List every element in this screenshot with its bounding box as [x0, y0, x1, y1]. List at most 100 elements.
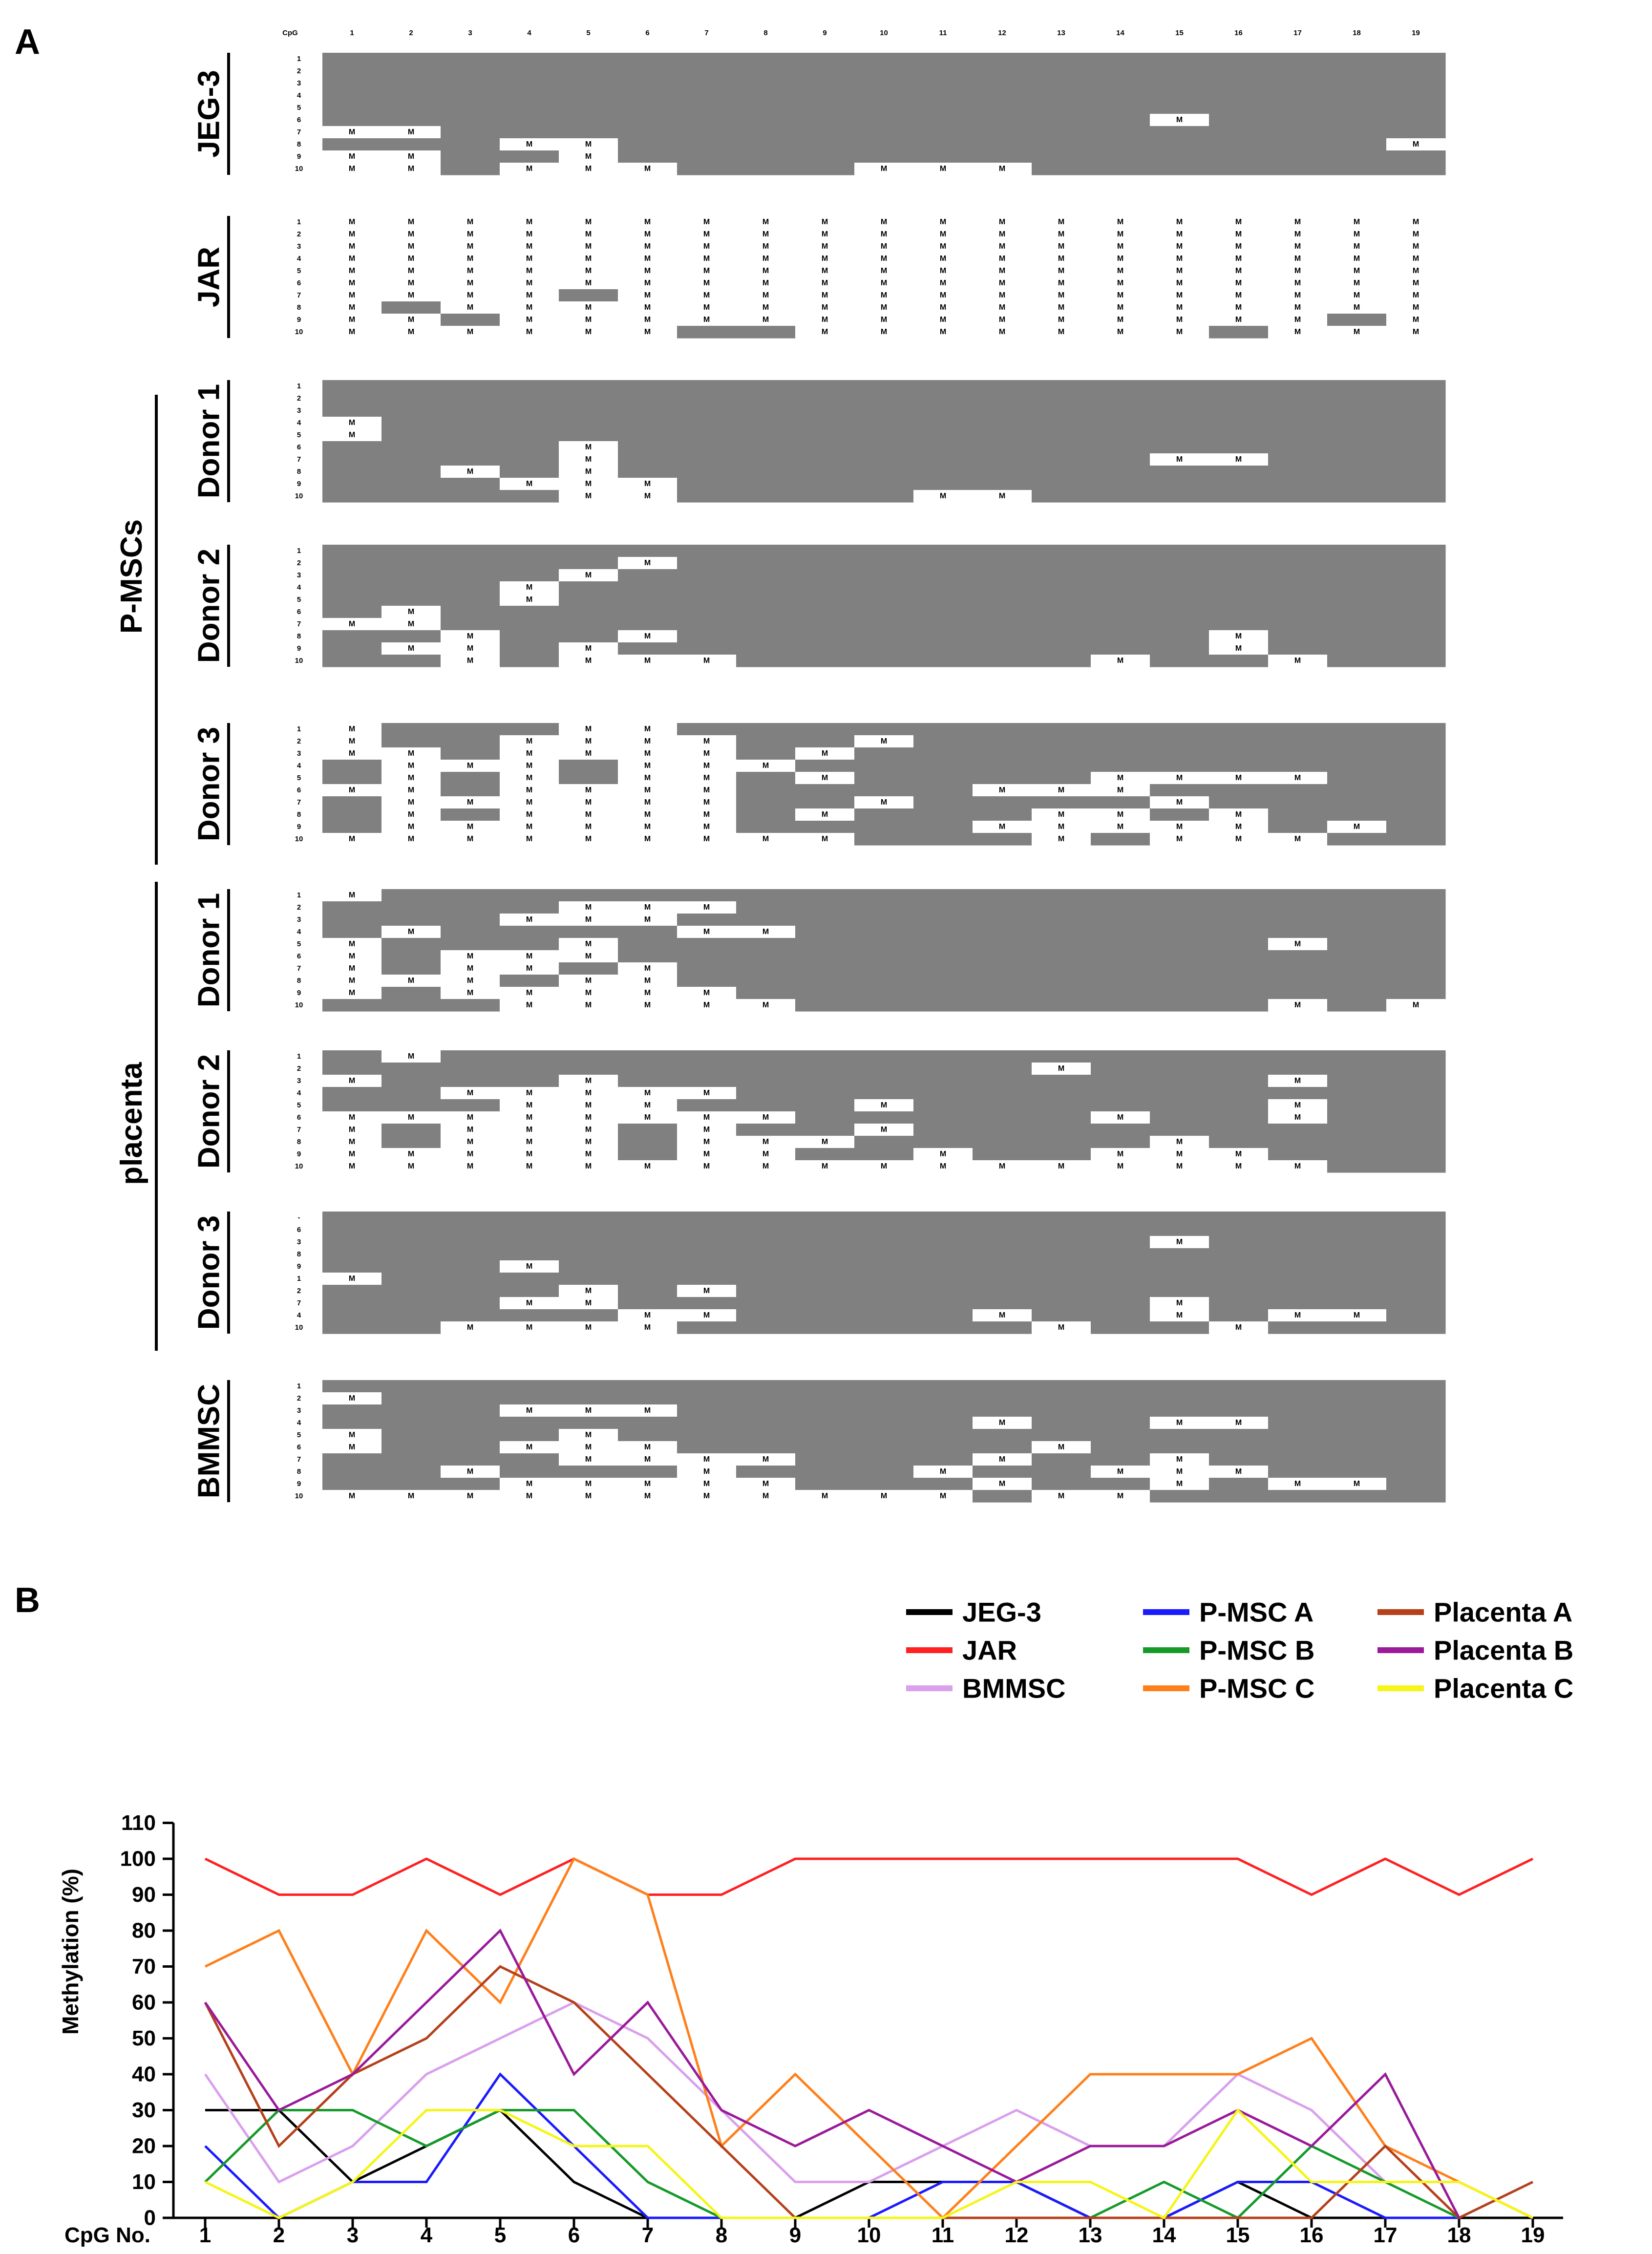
methylated-cell [618, 1309, 677, 1321]
unmethylated-cell [381, 735, 441, 748]
unmethylated-cell [500, 53, 559, 65]
sample-block: BMMSC 12 M3 M M M4 M M M5 M M6 M M M M M7 M M M M M M8 M M M M M M9… [192, 1380, 1446, 1503]
unmethylated-cell [1032, 618, 1091, 631]
unmethylated-cell [1091, 404, 1150, 417]
methylated-cell [1150, 114, 1209, 126]
unmethylated-cell [381, 1429, 441, 1442]
methylated-mark: M [762, 1492, 769, 1500]
methylated-cell [559, 784, 618, 796]
unmethylated-cell [441, 1478, 500, 1490]
methylated-cell [322, 289, 381, 301]
methylated-cell [441, 655, 500, 667]
methylated-cell [381, 277, 441, 289]
unmethylated-cell [1091, 760, 1150, 772]
unmethylated-cell [441, 126, 500, 139]
unmethylated-cell [1091, 1392, 1150, 1405]
methylated-mark: M [1235, 1323, 1242, 1332]
methylated-mark: M [1294, 835, 1301, 843]
panel-a-letter: A [15, 22, 40, 62]
methylated-mark: M [1413, 218, 1419, 226]
unmethylated-cell [1327, 392, 1387, 405]
unmethylated-cell [441, 569, 500, 582]
methylated-mark: M [526, 1113, 532, 1122]
methylated-mark: M [1176, 1419, 1183, 1427]
unmethylated-cell [973, 938, 1032, 951]
clone-number: 3 [297, 749, 301, 758]
x-tick-label: 11 [932, 2223, 954, 2247]
methylated-mark: M [408, 762, 414, 770]
methylated-cell [795, 772, 854, 784]
clone-number: 10 [295, 328, 303, 336]
unmethylated-cell [1209, 1050, 1269, 1063]
methylated-mark: M [585, 1162, 592, 1170]
unmethylated-cell [1386, 1285, 1446, 1297]
unmethylated-cell [1209, 1285, 1269, 1297]
unmethylated-cell [973, 557, 1032, 570]
methylated-cell [559, 950, 618, 962]
unmethylated-cell [677, 53, 737, 65]
methylated-cell [736, 999, 795, 1011]
unmethylated-cell [1150, 760, 1209, 772]
methylated-cell [1150, 1148, 1209, 1160]
methylated-mark: M [822, 218, 828, 226]
methylated-cell [736, 289, 795, 301]
methylated-cell [677, 833, 736, 845]
unmethylated-cell [736, 735, 796, 748]
methylated-cell [618, 1160, 677, 1172]
methylated-mark: M [999, 1455, 1005, 1464]
methylated-cell [559, 1321, 618, 1334]
methylated-cell [559, 1441, 618, 1453]
unmethylated-cell [441, 138, 500, 151]
unmethylated-cell [913, 1063, 973, 1075]
unmethylated-cell [1268, 630, 1328, 643]
methylated-cell [559, 569, 618, 581]
unmethylated-cell [1327, 545, 1387, 557]
clone-number: 10 [295, 1492, 303, 1500]
unmethylated-cell [736, 606, 796, 618]
unmethylated-cell [1209, 150, 1269, 163]
methylated-mark: M [822, 230, 828, 238]
unmethylated-cell [1209, 1212, 1269, 1224]
methylated-mark: M [585, 903, 592, 912]
x-tick-label: 15 [1226, 2223, 1250, 2247]
methylated-mark: M [526, 1162, 532, 1170]
unmethylated-cell [1091, 962, 1150, 975]
unmethylated-cell [381, 466, 441, 478]
unmethylated-cell [1209, 138, 1269, 151]
methylated-cell [500, 760, 559, 772]
unmethylated-cell [1268, 1490, 1328, 1503]
methylated-cell [381, 606, 441, 618]
methylated-mark: M [644, 632, 651, 640]
unmethylated-cell [1268, 429, 1328, 442]
methylated-cell [441, 1136, 500, 1148]
clone-number: 8 [297, 1250, 301, 1258]
methylated-cell [1386, 216, 1445, 228]
methylated-mark: M [585, 915, 592, 924]
methylated-mark: M [585, 571, 592, 579]
methylated-mark: M [1354, 303, 1360, 312]
methylated-mark: M [703, 316, 710, 324]
unmethylated-cell [381, 138, 441, 151]
methylated-mark: M [1058, 786, 1064, 794]
unmethylated-cell [1150, 77, 1209, 90]
methylated-mark: M [881, 798, 887, 807]
unmethylated-cell [854, 642, 914, 655]
methylated-cell [441, 1087, 500, 1099]
methylated-cell [913, 240, 973, 253]
unmethylated-cell [795, 735, 855, 748]
unmethylated-cell [913, 1050, 973, 1063]
unmethylated-cell [1209, 1297, 1269, 1310]
unmethylated-cell [736, 594, 796, 606]
methylated-mark: M [703, 737, 710, 745]
methylated-cell [381, 265, 441, 277]
unmethylated-cell [913, 150, 973, 163]
unmethylated-cell [677, 441, 737, 454]
methylated-mark: M [349, 835, 355, 843]
unmethylated-cell [913, 569, 973, 582]
methylated-mark: M [585, 1406, 592, 1415]
methylated-mark: M [644, 749, 651, 758]
methylated-mark: M [1235, 835, 1242, 843]
unmethylated-cell [1327, 1224, 1387, 1236]
methylated-mark: M [1354, 279, 1360, 287]
unmethylated-cell [559, 289, 618, 302]
